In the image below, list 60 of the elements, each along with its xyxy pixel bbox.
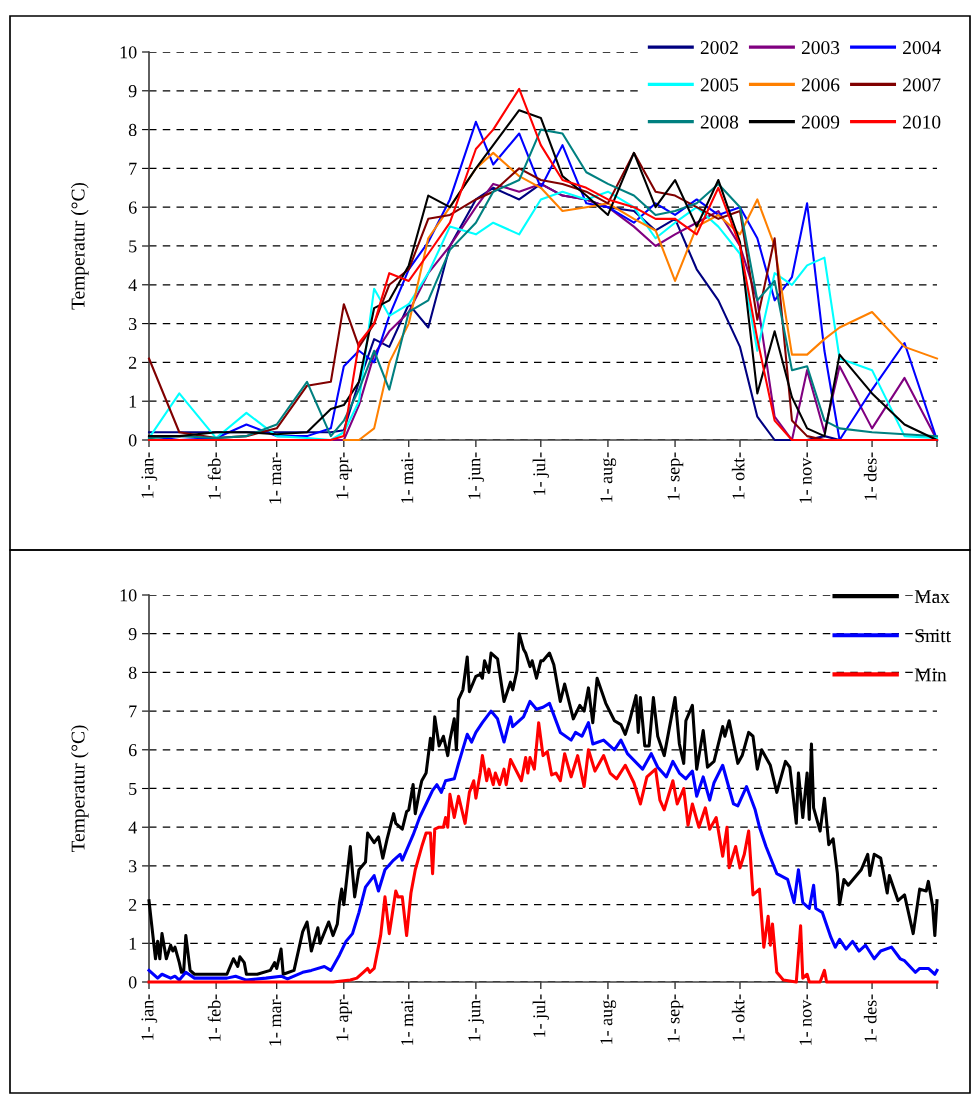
x-tick-label: 1- des- [863, 452, 877, 500]
y-tick-label: 8 [128, 123, 137, 137]
y-tick-label: 5 [129, 782, 137, 795]
x-tick-label: 1- aug- [600, 452, 617, 502]
y-tick-label: 10 [120, 589, 137, 602]
y-tick-label: 7 [129, 705, 137, 718]
legend-label: 2008 [700, 115, 739, 129]
x-tick-label: 1- jul- [532, 452, 550, 495]
x-tick-label: 1- mai- [401, 452, 414, 503]
x-tick-label: 1- jan- [141, 452, 158, 498]
y-tick-label: 2 [128, 356, 137, 369]
x-tick-label: 1- apr- [336, 994, 353, 1041]
y-tick-label: 2 [128, 898, 137, 911]
y-tick-label: 10 [120, 46, 137, 59]
legend-label: 2010 [903, 115, 941, 129]
y-tick-label: 0 [128, 434, 137, 447]
x-tick-label: 1- sep- [667, 994, 684, 1042]
y-axis-title: Temperatur (°C) [70, 725, 89, 853]
y-tick-label: 8 [128, 666, 137, 679]
x-tick-label: 1- feb- [207, 452, 221, 499]
y-tick-label: 9 [128, 85, 137, 98]
legend-label: 2006 [801, 78, 840, 92]
x-tick-label: 1- jul- [532, 994, 550, 1037]
legend-label: 2005 [700, 78, 739, 92]
legend-label: 2009 [801, 115, 840, 129]
legend-label: 2003 [801, 41, 840, 55]
x-tick-label: 1- mar- [269, 452, 282, 504]
y-tick-label: 6 [128, 201, 137, 214]
legend-label: 2004 [903, 41, 941, 55]
y-tick-label: 1 [129, 937, 137, 950]
y-tick-label: 4 [128, 279, 137, 292]
y-tick-label: 9 [128, 628, 137, 641]
x-tick-label: 1- nov- [799, 452, 812, 503]
x-tick-label: 1- okt- [731, 994, 745, 1041]
x-tick-label: 1- jun- [468, 452, 485, 499]
legend-label: Snitt [915, 629, 951, 643]
y-tick-label: 6 [128, 744, 137, 757]
legend-label: Min [914, 668, 947, 682]
y-tick-label: 5 [129, 240, 137, 253]
legend-label: 2007 [903, 78, 941, 92]
y-tick-label: 1 [129, 395, 137, 408]
x-tick-label: 1- mai- [401, 994, 414, 1045]
legend-label: Max [914, 590, 950, 604]
y-tick-label: 4 [128, 821, 137, 834]
x-tick-label: 1- sep- [667, 452, 684, 500]
y-axis-title: Temperatur (°C) [70, 182, 89, 310]
x-tick-label: 1- okt- [731, 452, 745, 499]
x-tick-label: 1- jan- [141, 994, 158, 1040]
x-tick-label: 1- apr- [336, 452, 353, 499]
x-tick-label: 1- jun- [468, 994, 485, 1041]
x-tick-label: 1- aug- [600, 994, 617, 1044]
x-tick-label: 1- des- [863, 994, 877, 1042]
y-tick-label: 7 [129, 162, 137, 175]
y-tick-label: 0 [128, 976, 137, 989]
y-tick-label: 3 [129, 317, 137, 331]
x-tick-label: 1- nov- [799, 994, 812, 1045]
y-tick-label: 3 [129, 860, 137, 873]
legend-label: 2002 [700, 41, 738, 55]
x-tick-label: 1- feb- [207, 994, 221, 1041]
x-tick-label: 1- mar- [269, 994, 282, 1046]
